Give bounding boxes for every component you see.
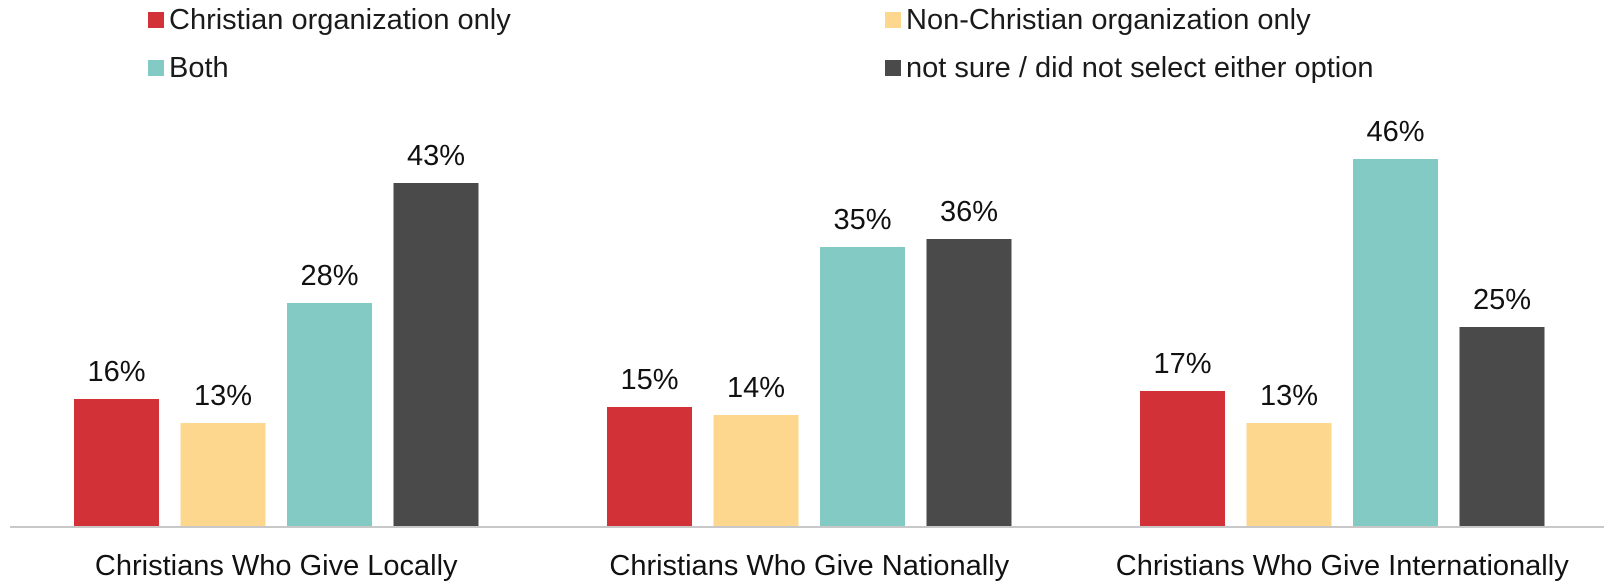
data-label-both-1: 28% [300,260,358,292]
legend-item-both: Both [148,50,229,86]
legend-label-not-sure: not sure / did not select either option [906,51,1374,84]
legend-swatch-christian-only [148,12,164,28]
category-label-3: Christians Who Give Internationally [1116,550,1569,581]
data-label-not-sure-did-not-select-either-option-2: 36% [940,196,998,228]
bar-christian-organization-only-3 [1140,391,1225,527]
data-label-non-christian-organization-only-3: 13% [1260,380,1318,412]
data-label-christian-organization-only-1: 16% [87,356,145,388]
category-label-2: Christians Who Give Nationally [609,550,1009,581]
bar-not-sure-did-not-select-either-option-2 [926,239,1012,527]
data-label-both-3: 46% [1366,116,1424,148]
bar-not-sure-did-not-select-either-option-1 [393,183,479,527]
legend-swatch-not-sure [885,60,901,76]
bar-non-christian-organization-only-2 [713,415,799,527]
legend-item-non-christian-only: Non-Christian organization only [885,2,1311,38]
bar-not-sure-did-not-select-either-option-3 [1459,327,1545,527]
bar-christian-organization-only-2 [607,407,692,527]
legend: Christian organization only Non-Christia… [0,0,1604,100]
category-label-1: Christians Who Give Locally [95,550,458,581]
legend-label-both: Both [169,51,229,84]
category-labels: Christians Who Give Locally Christians Wh… [95,550,1569,581]
legend-swatch-non-christian-only [885,12,901,28]
data-label-not-sure-did-not-select-either-option-3: 25% [1473,284,1531,316]
legend-label-christian-only: Christian organization only [169,3,511,36]
bar-both-1 [287,303,372,527]
bars-group: 16% 13% 28% 43% 15% 14% 35% 36% 17% 13% 46% 25% [74,116,1545,527]
data-label-non-christian-organization-only-1: 13% [194,380,252,412]
data-label-not-sure-did-not-select-either-option-1: 43% [407,140,465,172]
data-label-christian-organization-only-2: 15% [620,364,678,396]
bar-non-christian-organization-only-1 [180,423,266,527]
bar-christian-organization-only-1 [74,399,159,527]
legend-item-christian-only: Christian organization only [148,2,511,38]
bar-non-christian-organization-only-3 [1246,423,1332,527]
legend-swatch-both [148,60,164,76]
data-label-christian-organization-only-3: 17% [1153,348,1211,380]
bar-both-2 [820,247,905,527]
data-label-both-2: 35% [833,204,891,236]
legend-label-non-christian-only: Non-Christian organization only [906,3,1311,36]
bar-both-3 [1353,159,1438,527]
data-label-non-christian-organization-only-2: 14% [727,372,785,404]
legend-item-not-sure: not sure / did not select either option [885,50,1374,86]
